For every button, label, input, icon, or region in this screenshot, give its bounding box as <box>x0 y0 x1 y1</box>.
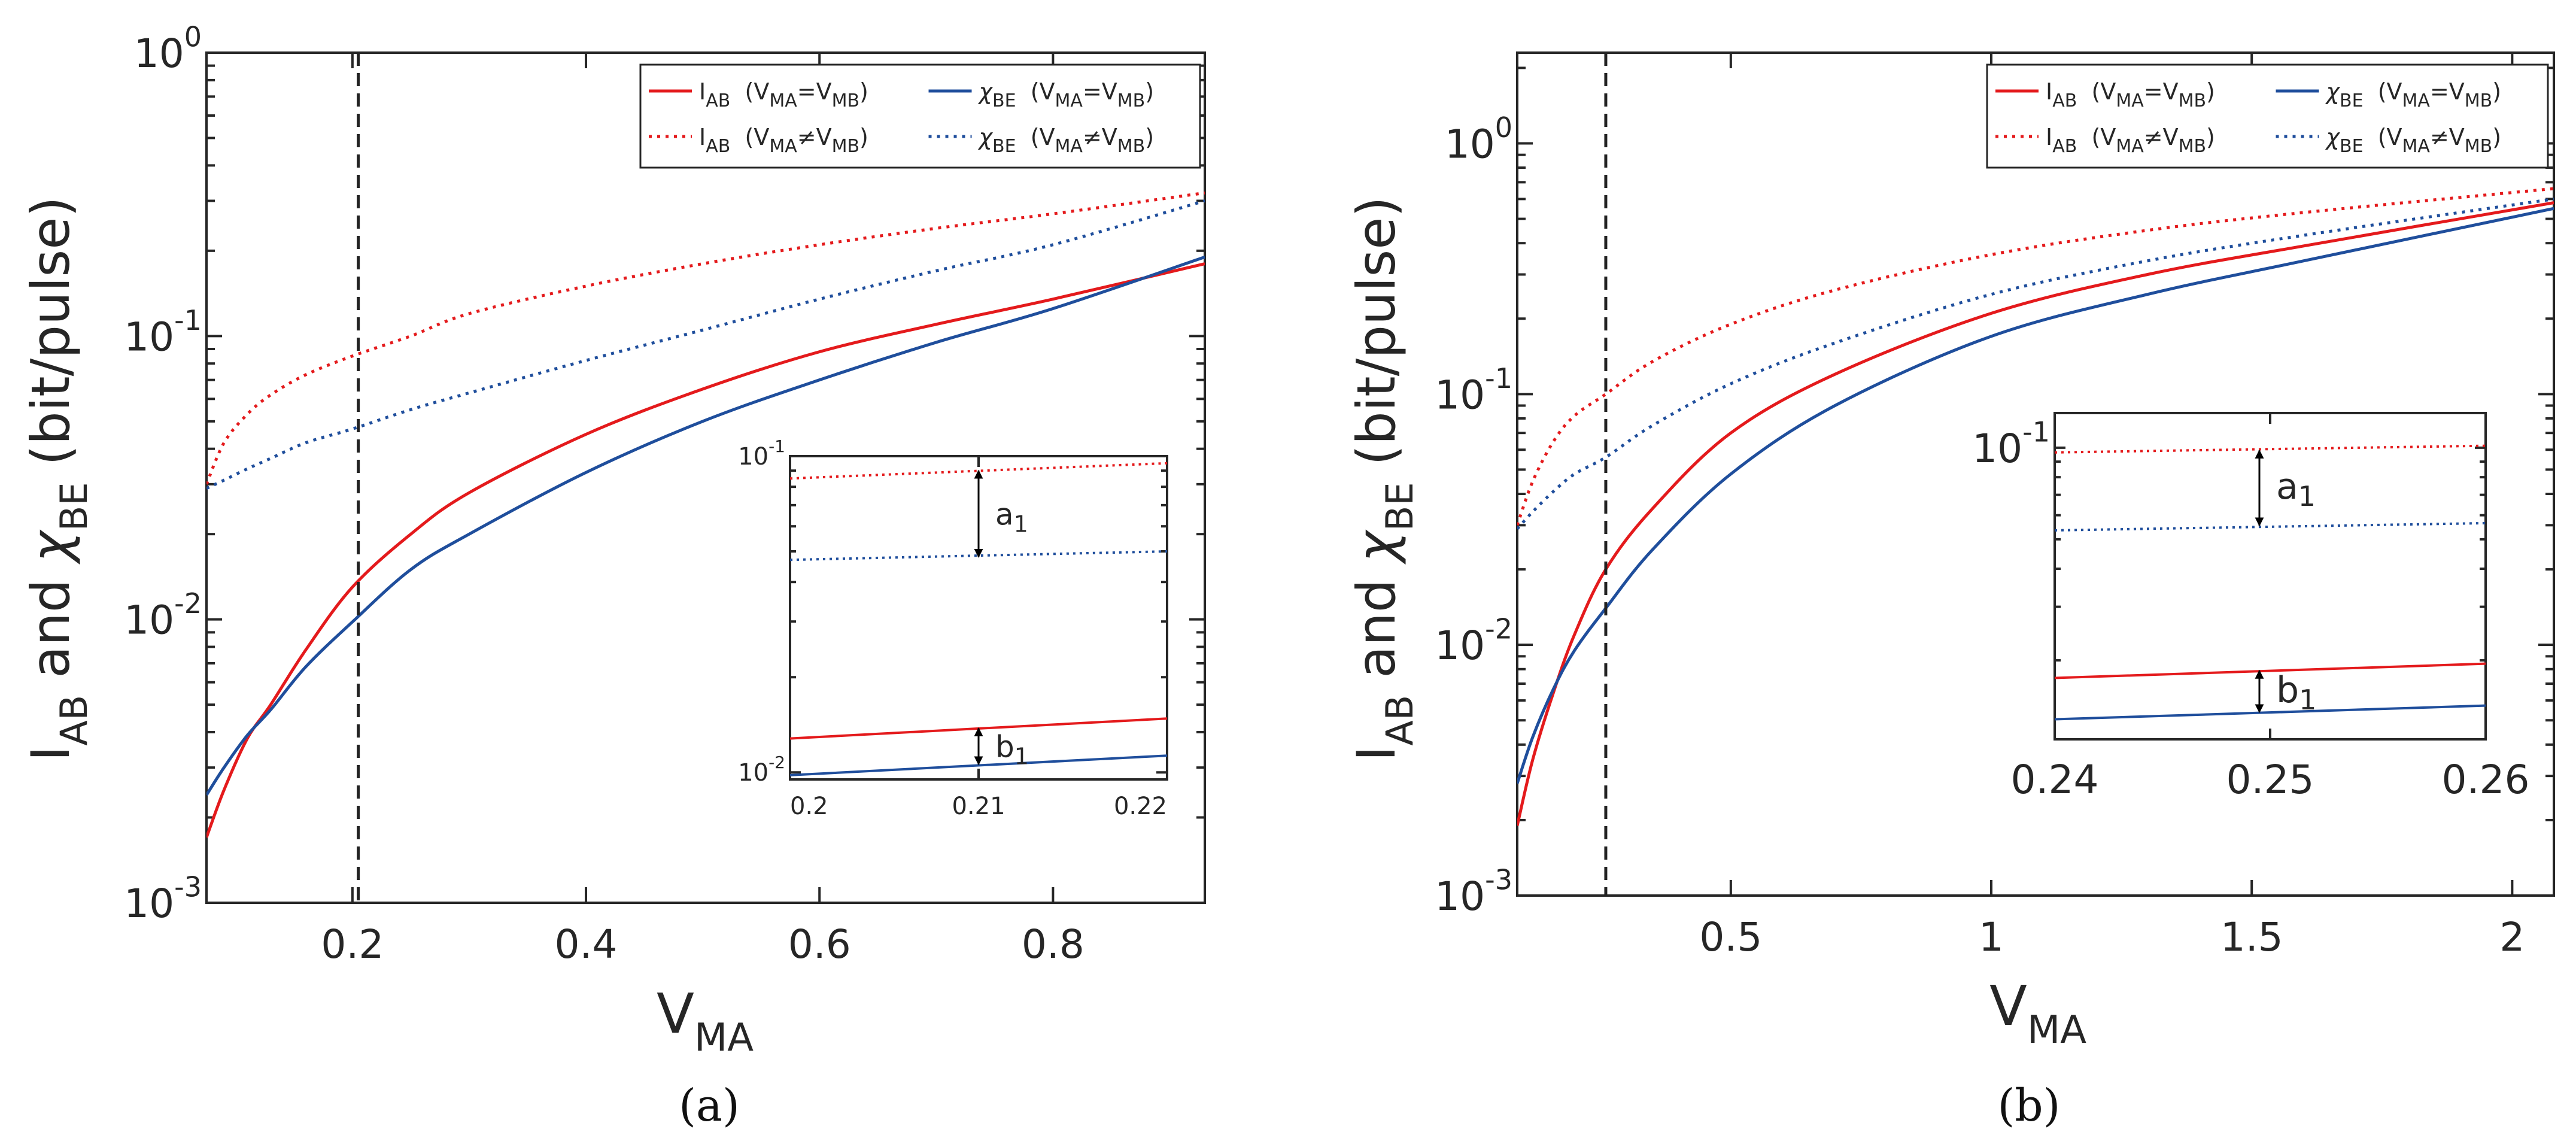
panel-label: (a) <box>679 1080 740 1131</box>
legend-box <box>1986 63 2549 169</box>
inset-annotation-label: b1 <box>2276 669 2316 716</box>
x-tick-label: 0.6 <box>788 921 851 967</box>
inset-x-tick-label: 0.22 <box>1114 793 1167 820</box>
x-axis-label: VMA <box>1989 974 2086 1052</box>
series-line-3 <box>206 199 1205 490</box>
chart-panel-a: 10-3 10-2 10-1 100 0.2 0.4 0.6 0.8 IAB (VMA=VMB)… <box>20 21 1206 1131</box>
legend-entry: IAB (VMA≠VMB) <box>699 124 868 157</box>
inset-plot: 10-2 10-1 0.2 0.21 0.22 a1 b1 <box>738 436 1168 820</box>
inset-series-line-0 <box>2054 444 2486 454</box>
series-line-1 <box>1517 187 2554 526</box>
series-line-1 <box>206 191 1205 485</box>
y-tick-label: 10-1 <box>1972 415 2050 472</box>
y-tick-label: 10-2 <box>124 587 202 644</box>
legend-entry: IAB (VMA≠VMB) <box>2046 124 2215 157</box>
series-line-2 <box>1517 207 2554 784</box>
x-tick-label: 1 <box>1979 914 2004 960</box>
y-tick-label: 10-3 <box>1435 864 1512 920</box>
inset-annotation-label: a1 <box>995 497 1028 537</box>
series-line-2 <box>206 256 1205 796</box>
legend-entry: χBE (VMA=VMB) <box>2325 78 2502 111</box>
y-axis-label: IAB and χBE (bit/pulse) <box>20 196 96 761</box>
legend: IAB (VMA=VMB) χBE (VMA=VMB) IAB (VMA≠VMB) χ… <box>639 63 1201 169</box>
legend-entry: χBE (VMA≠VMB) <box>978 124 1155 157</box>
panel-label: (b) <box>1997 1080 2060 1131</box>
x-axis-label: VMA <box>657 982 754 1060</box>
x-tick-label: 1.5 <box>2220 914 2283 960</box>
inset-plot-area <box>2053 412 2487 741</box>
chart-panel-b: 10-3 10-2 10-1 100 0.5 1 1.5 2 IAB (VMA=VMB) χBE … <box>1345 51 2555 1131</box>
y-axis-label: IAB and χBE (bit/pulse) <box>1345 196 1421 761</box>
inset-series-line-1 <box>2054 521 2486 532</box>
x-tick-label: 0.8 <box>1022 921 1085 967</box>
inset-annotation-label: b1 <box>995 730 1029 770</box>
inset-x-tick-label: 0.21 <box>952 793 1005 820</box>
y-tick-label: 10-2 <box>738 752 785 787</box>
legend-box <box>639 63 1201 169</box>
series-line-0 <box>206 262 1205 838</box>
inset-series-line-2 <box>2054 662 2486 679</box>
inset-plot: 10-1 0.24 0.25 0.26 a1 b1 <box>1972 412 2530 803</box>
inset-series-line-3 <box>2054 704 2486 721</box>
inset-annotation-label: a1 <box>2276 466 2316 512</box>
inset-x-tick-label: 0.26 <box>2442 757 2530 803</box>
x-tick-label: 0.4 <box>555 921 618 967</box>
y-tick-label: 10-1 <box>1435 362 1512 418</box>
inset-x-tick-label: 0.24 <box>2011 757 2099 803</box>
plot-area <box>1516 51 2555 897</box>
legend-entry: IAB (VMA=VMB) <box>699 78 868 111</box>
plot-area <box>205 51 1206 904</box>
y-tick-label: 100 <box>1445 111 1512 168</box>
y-tick-label: 10-2 <box>1435 613 1512 669</box>
series-line-3 <box>1517 197 2554 530</box>
y-tick-label: 10-3 <box>124 871 202 927</box>
y-tick-label: 10-1 <box>738 436 785 471</box>
x-tick-label: 2 <box>2499 914 2525 960</box>
series-line-0 <box>1517 201 2554 826</box>
legend: IAB (VMA=VMB) χBE (VMA=VMB) IAB (VMA≠VMB) χ… <box>1986 63 2549 169</box>
y-tick-label: 100 <box>134 21 202 77</box>
series-group <box>1517 187 2554 826</box>
x-tick-label: 0.2 <box>321 921 384 967</box>
legend-entry: χBE (VMA=VMB) <box>978 78 1155 111</box>
inset-series-line-3 <box>789 754 1168 776</box>
inset-x-tick-label: 0.2 <box>790 793 828 820</box>
y-tick-label: 10-1 <box>124 304 202 360</box>
legend-entry: χBE (VMA≠VMB) <box>2325 124 2502 157</box>
series-group <box>206 191 1205 838</box>
inset-x-tick-label: 0.25 <box>2226 757 2314 803</box>
x-tick-label: 0.5 <box>1699 914 1762 960</box>
legend-entry: IAB (VMA=VMB) <box>2046 78 2215 111</box>
